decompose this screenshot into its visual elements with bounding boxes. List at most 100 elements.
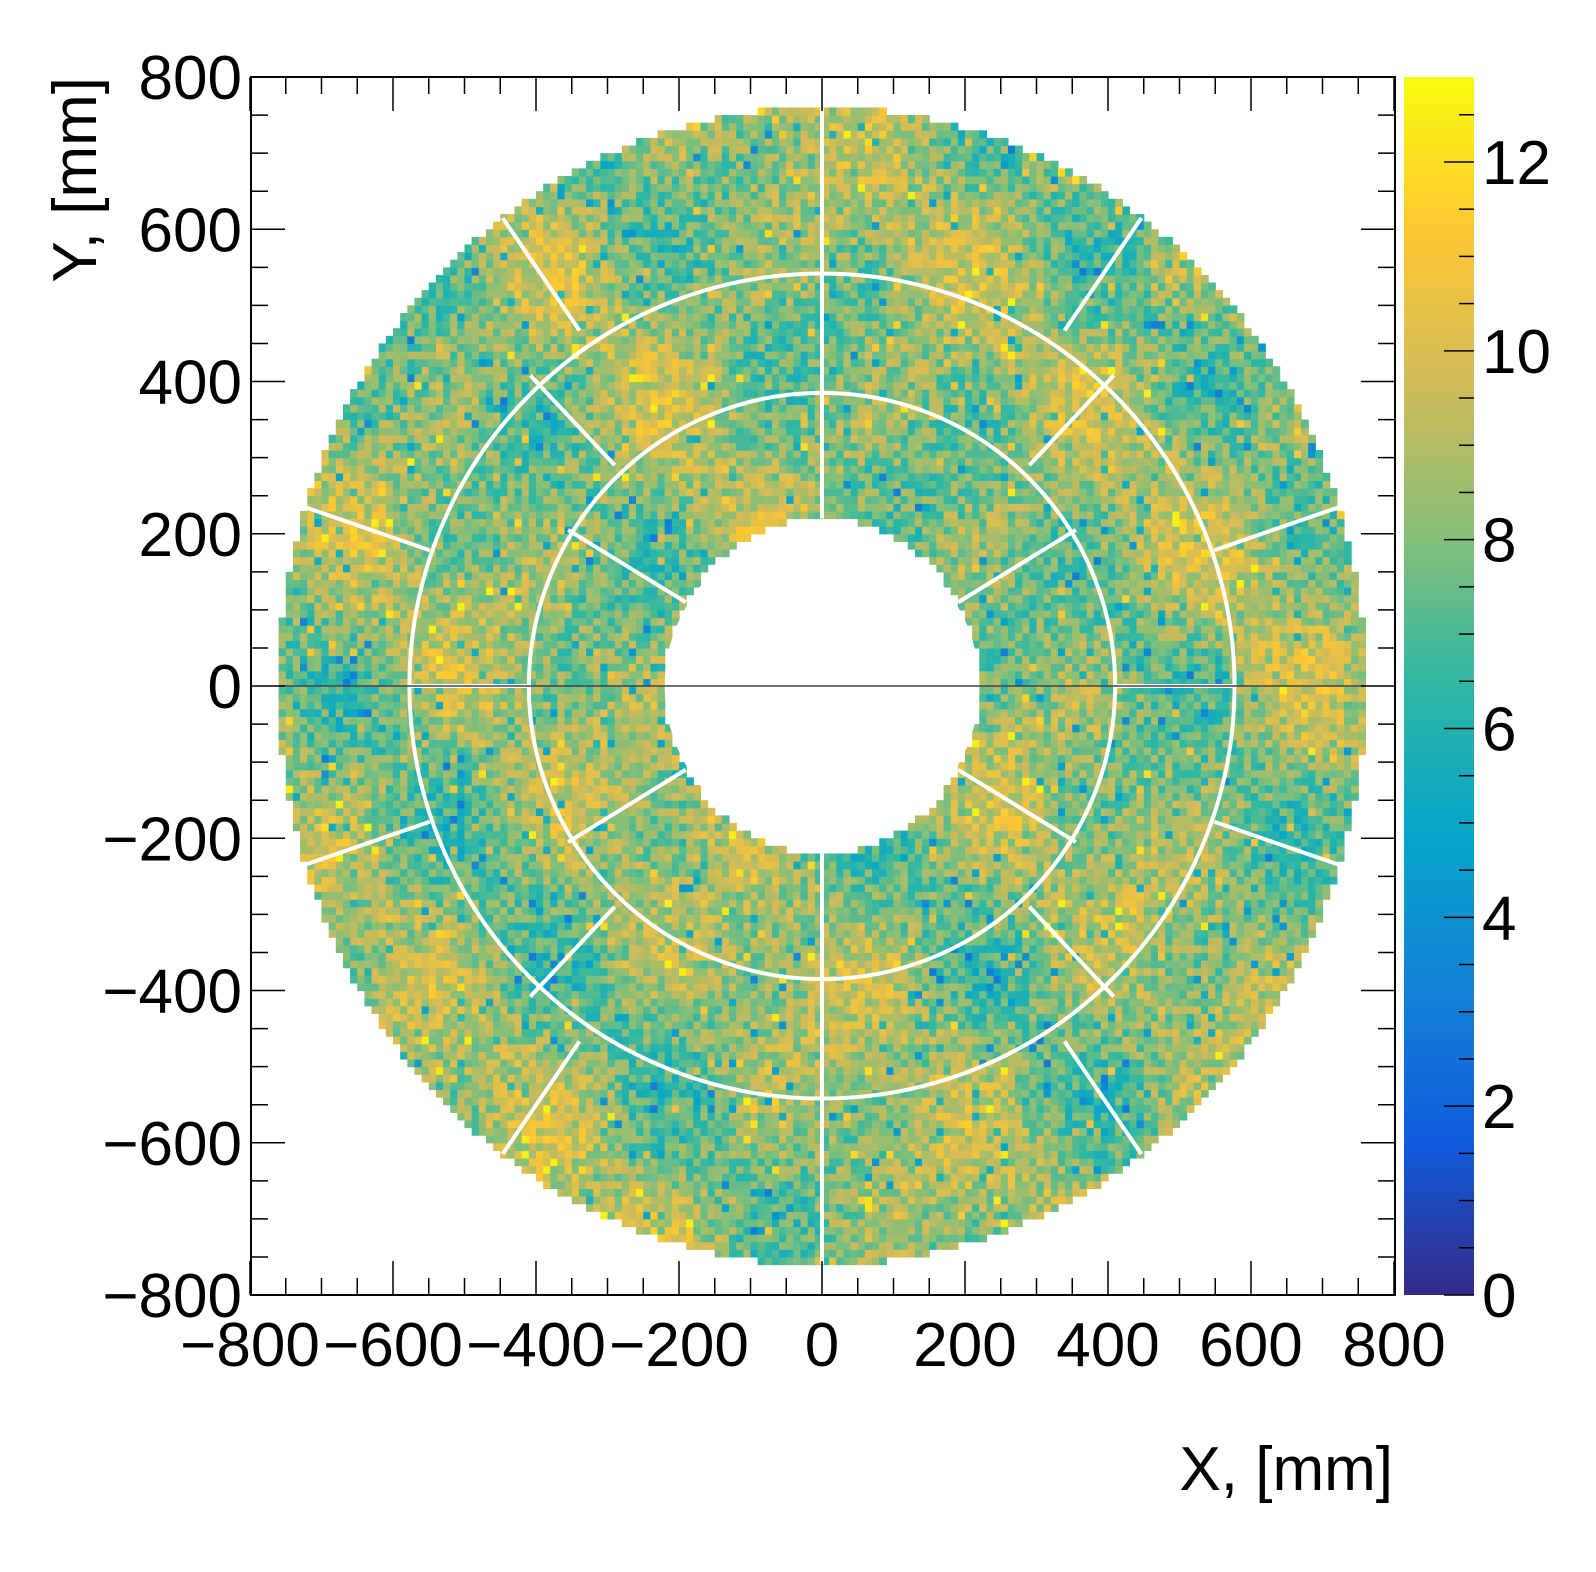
heatmap-cell <box>393 518 401 527</box>
heatmap-cell <box>478 800 487 809</box>
heatmap-cell <box>621 1180 630 1190</box>
heatmap-cell <box>507 450 516 459</box>
heatmap-cell <box>342 442 351 451</box>
heatmap-cell <box>414 998 423 1007</box>
heatmap-cell <box>543 1119 551 1129</box>
heatmap-cell <box>478 457 487 466</box>
heatmap-cell <box>557 480 566 489</box>
heatmap-cell <box>464 320 473 329</box>
heatmap-cell <box>550 1097 559 1106</box>
heatmap-cell <box>464 792 473 801</box>
heatmap-cell <box>428 510 437 520</box>
heatmap-cell <box>485 952 494 961</box>
heatmap-cell <box>507 617 516 626</box>
heatmap-cell <box>314 617 323 626</box>
heatmap-cell <box>607 153 616 162</box>
heatmap-cell <box>328 686 337 695</box>
heatmap-cell <box>493 853 501 862</box>
heatmap-cell <box>292 632 301 641</box>
heatmap-cell <box>393 1020 401 1030</box>
heatmap-cell <box>578 297 587 306</box>
heatmap-cell <box>443 343 451 352</box>
heatmap-cell <box>350 510 358 520</box>
heatmap-cell <box>564 746 573 756</box>
heatmap-cell <box>428 724 437 733</box>
heatmap-cell <box>457 594 466 603</box>
heatmap-cell <box>428 632 437 641</box>
heatmap-cell <box>471 647 480 657</box>
heatmap-cell <box>600 206 609 215</box>
heatmap-cell <box>371 404 380 413</box>
heatmap-cell <box>400 488 408 497</box>
heatmap-cell <box>600 160 609 169</box>
heatmap-cell <box>342 861 351 870</box>
heatmap-cell <box>443 427 451 436</box>
heatmap-cell <box>464 510 473 520</box>
heatmap-cell <box>478 434 487 443</box>
heatmap-cell <box>578 1188 587 1197</box>
heatmap-cell <box>328 678 337 687</box>
heatmap-cell <box>450 838 458 847</box>
heatmap-cell <box>342 526 351 535</box>
heatmap-cell <box>328 541 337 550</box>
heatmap-cell <box>457 929 466 938</box>
heatmap-cell <box>550 305 559 314</box>
heatmap-cell <box>350 701 358 710</box>
heatmap-cell <box>507 914 516 923</box>
heatmap-cell <box>593 1089 601 1098</box>
heatmap-cell <box>578 838 587 847</box>
heatmap-cell <box>278 678 287 687</box>
heatmap-cell <box>350 465 358 474</box>
heatmap-cell <box>457 419 466 428</box>
heatmap-cell <box>571 183 580 192</box>
heatmap-cell <box>564 198 573 208</box>
heatmap-cell <box>586 815 594 824</box>
heatmap-cell <box>564 815 573 824</box>
heatmap-cell <box>578 244 587 253</box>
heatmap-cell <box>364 587 373 596</box>
heatmap-cell <box>614 754 623 763</box>
heatmap-cell <box>593 1112 601 1121</box>
heatmap-cell <box>557 427 566 436</box>
heatmap-cell <box>593 320 601 329</box>
heatmap-cell <box>428 472 437 482</box>
heatmap-cell <box>521 891 530 900</box>
heatmap-cell <box>485 297 494 306</box>
heatmap-cell <box>414 526 423 535</box>
heatmap-cell <box>428 762 437 771</box>
heatmap-cell <box>536 427 544 436</box>
heatmap-cell <box>543 731 551 740</box>
heatmap-cell <box>514 214 523 223</box>
heatmap-cell <box>493 914 501 923</box>
heatmap-cell <box>292 746 301 756</box>
heatmap-cell <box>500 495 508 504</box>
heatmap-cell <box>407 381 416 390</box>
heatmap-cell <box>600 800 609 809</box>
heatmap-cell <box>350 571 358 581</box>
heatmap-cell <box>478 335 487 345</box>
heatmap-cell <box>357 419 365 428</box>
heatmap-cell <box>300 594 308 603</box>
heatmap-cell <box>342 838 351 847</box>
heatmap-cell <box>614 343 623 352</box>
heatmap-cell <box>335 883 344 893</box>
heatmap-cell <box>528 929 537 938</box>
heatmap-cell <box>593 716 601 725</box>
heatmap-cell <box>443 609 451 619</box>
heatmap-cell <box>478 739 487 748</box>
heatmap-cell <box>371 602 380 611</box>
heatmap-cell <box>578 967 587 976</box>
heatmap-cell <box>507 556 516 565</box>
heatmap-cell <box>428 891 437 900</box>
heatmap-cell <box>443 495 451 504</box>
heatmap-cell <box>543 929 551 938</box>
heatmap-cell <box>607 929 616 938</box>
heatmap-cell <box>550 526 559 535</box>
heatmap-cell <box>586 952 594 961</box>
heatmap-cell <box>493 411 501 421</box>
heatmap-cell <box>507 625 516 634</box>
heatmap-cell <box>385 419 394 428</box>
heatmap-cell <box>314 883 323 893</box>
heatmap-cell <box>328 526 337 535</box>
heatmap-cell <box>586 990 594 999</box>
